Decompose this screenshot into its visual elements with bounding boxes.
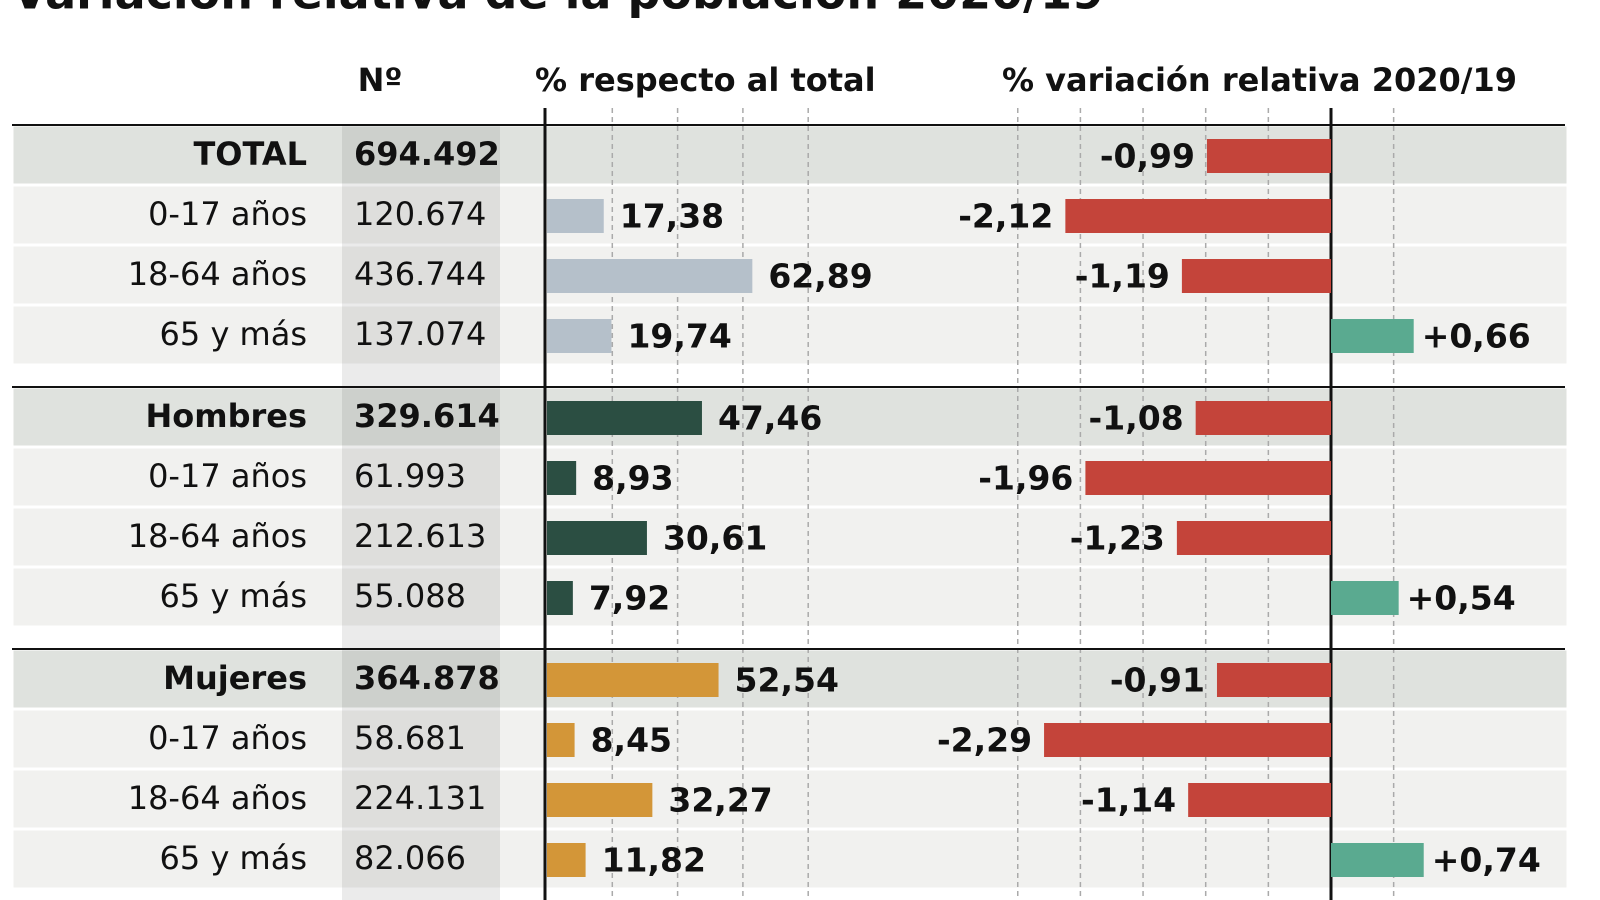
change-bar [1176,521,1331,555]
count: 120.674 [354,195,486,233]
change-bar [1331,581,1399,615]
change-bar [1206,139,1331,173]
change-bar [1181,259,1331,293]
row-label: Hombres [145,397,307,435]
share-bar [547,259,753,293]
share-bar [547,581,573,615]
change-label: -1,08 [1089,399,1184,438]
change-bar [1195,401,1331,435]
count: 58.681 [354,719,466,757]
change-label: -1,14 [1081,781,1176,820]
count: 694.492 [354,135,500,173]
share-label: 8,45 [591,721,672,760]
change-bar [1085,461,1331,495]
change-label: -1,96 [978,459,1073,498]
share-label: 17,38 [620,197,724,236]
change-label: +0,66 [1422,317,1531,356]
share-header: % respecto al total [535,61,876,99]
share-bar [547,401,702,435]
count: 224.131 [354,779,486,817]
share-label: 32,27 [668,781,772,820]
share-bar [547,199,604,233]
share-bar [547,843,586,877]
change-label: +0,54 [1407,579,1516,618]
change-label: -1,23 [1070,519,1165,558]
change-label: -0,91 [1110,661,1205,700]
row-background [10,565,1570,629]
share-label: 11,82 [602,841,706,880]
share-label: 47,46 [718,399,822,438]
change-label: -2,29 [937,721,1032,760]
row-label: 18-64 años [128,779,307,817]
change-bar [1188,783,1331,817]
count: 137.074 [354,315,486,353]
share-label: 62,89 [768,257,872,296]
row-label: 0-17 años [148,457,307,495]
share-bar [547,663,719,697]
share-bar [547,521,647,555]
row-label: Mujeres [163,659,307,697]
share-label: 52,54 [735,661,839,700]
change-bar [1331,843,1424,877]
row-label: 0-17 años [148,719,307,757]
count: 436.744 [354,255,486,293]
row-background [10,827,1570,891]
share-bar [547,783,653,817]
row-background [10,303,1570,367]
row-label: 18-64 años [128,255,307,293]
count: 212.613 [354,517,486,555]
row-label: TOTAL [193,135,307,173]
share-bar [547,723,575,757]
share-label: 8,93 [592,459,673,498]
row-label: 18-64 años [128,517,307,555]
share-label: 7,92 [589,579,670,618]
change-bar [1216,663,1331,697]
count: 329.614 [354,397,500,435]
change-header: % variación relativa 2020/19 [1002,61,1517,99]
count-header: Nº [358,61,403,99]
row-label: 0-17 años [148,195,307,233]
change-label: +0,74 [1432,841,1541,880]
row-label: 65 y más [160,577,307,615]
share-label: 30,61 [663,519,767,558]
count: 61.993 [354,457,466,495]
change-bar [1065,199,1331,233]
row-label: 65 y más [160,315,307,353]
count-column [342,125,500,900]
row-label: 65 y más [160,839,307,877]
change-label: -1,19 [1075,257,1170,296]
count: 364.878 [354,659,500,697]
change-label: -2,12 [958,197,1053,236]
count: 55.088 [354,577,466,615]
change-label: -0,99 [1100,137,1195,176]
share-bar [547,461,577,495]
share-label: 19,74 [627,317,731,356]
change-bar [1044,723,1331,757]
share-bar [547,319,612,353]
change-bar [1331,319,1414,353]
title: Variación relativa de la población 2020/… [12,0,1104,20]
count: 82.066 [354,839,466,877]
